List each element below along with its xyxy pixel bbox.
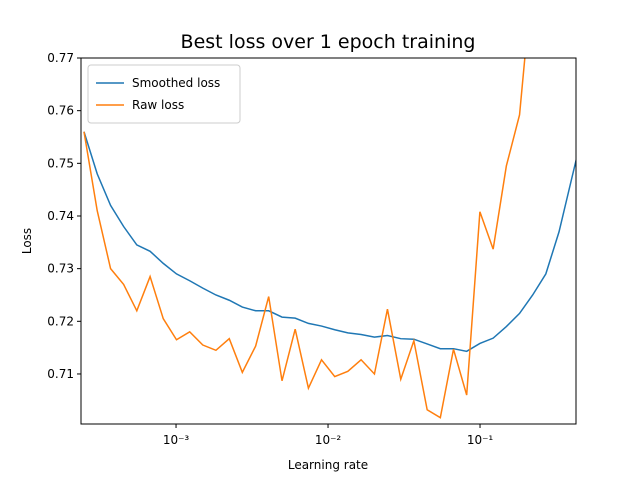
y-tick-label: 0.77 xyxy=(47,51,74,65)
chart-title: Best loss over 1 epoch training xyxy=(181,31,476,53)
y-axis-label: Loss xyxy=(20,228,34,254)
plot-area xyxy=(83,58,576,419)
y-tick-label: 0.74 xyxy=(47,209,74,223)
y-tick-label: 0.76 xyxy=(47,104,74,118)
line-series xyxy=(83,131,576,353)
y-tick-label: 0.71 xyxy=(47,367,74,381)
legend-box xyxy=(87,64,241,124)
x-tick-label: 10⁻³ xyxy=(163,433,190,447)
x-axis-label: Learning rate xyxy=(288,458,368,472)
y-tick-label: 0.72 xyxy=(47,314,74,328)
legend-label: Raw loss xyxy=(132,98,184,112)
line-series xyxy=(83,58,526,419)
y-tick-label: 0.75 xyxy=(47,156,74,170)
x-tick-label: 10⁻¹ xyxy=(467,433,494,447)
y-tick-label: 0.73 xyxy=(47,262,74,276)
legend-label: Smoothed loss xyxy=(132,76,220,90)
x-tick-label: 10⁻² xyxy=(315,433,342,447)
